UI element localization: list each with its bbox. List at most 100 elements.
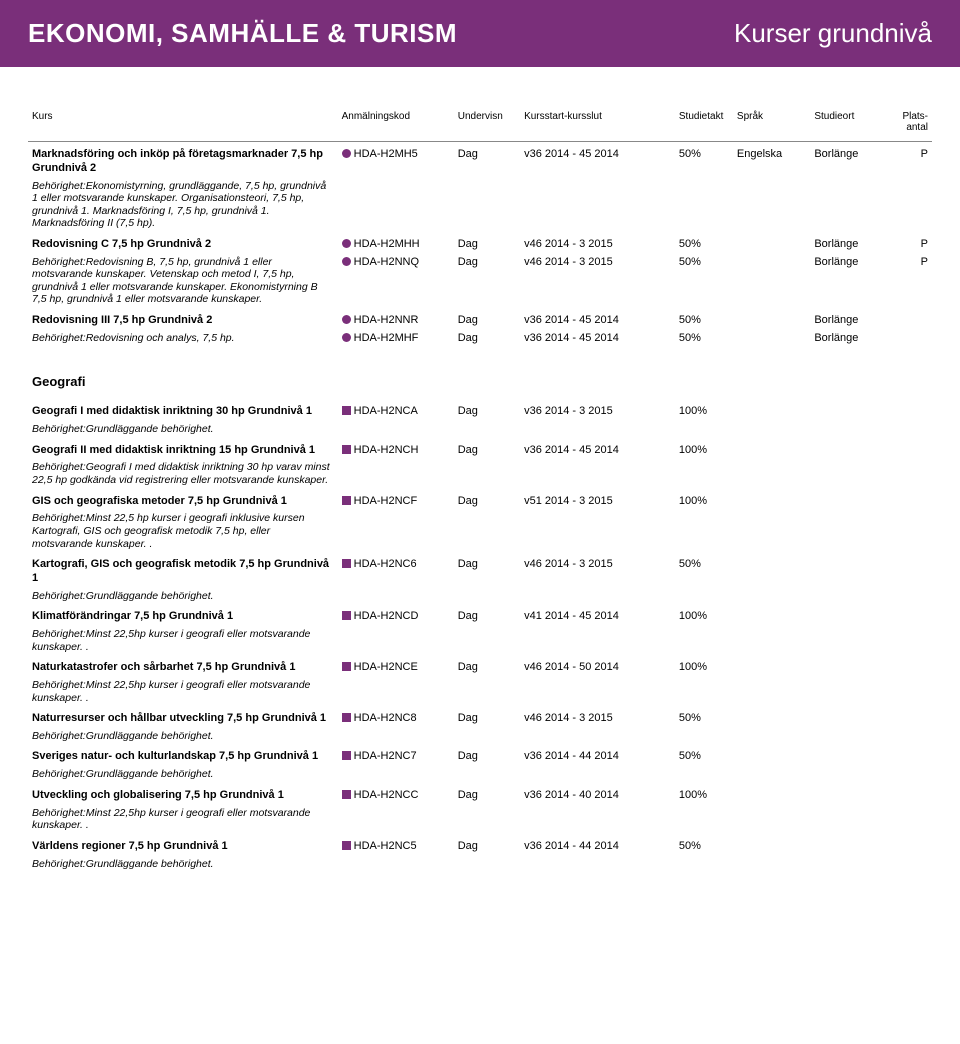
course-title: Naturkatastrofer och sårbarhet 7,5 hp Gr… [32,661,334,675]
table-row: Sveriges natur- och kulturlandskap 7,5 h… [28,744,932,766]
table-row: Behörighet:Minst 22,5 hp kurser i geogra… [28,510,932,552]
cell-plats [888,744,932,766]
cell-takt: 50% [675,552,733,588]
course-code: HDA-H2NCE [354,661,418,673]
cell-sprak [733,834,810,856]
cell-sprak [733,232,810,254]
table-row: Redovisning III 7,5 hp Grundnivå 2HDA-H2… [28,308,932,330]
course-title: Klimatförändringar 7,5 hp Grundnivå 1 [32,610,334,624]
cell-ort: Borlänge [810,254,887,308]
section-heading-row: Geografi [28,346,932,399]
cell-sprak [733,744,810,766]
cell-sprak [733,308,810,330]
col-kurs: Kurs [28,107,338,142]
cell-sprak [733,254,810,308]
cell-undervisn: Dag [454,232,520,254]
course-code: HDA-H2NC6 [354,558,417,570]
course-desc: Behörighet:Redovisning och analys, 7,5 h… [32,332,334,345]
col-plats: Plats- antal [888,107,932,142]
table-row: Världens regioner 7,5 hp Grundnivå 1HDA-… [28,834,932,856]
cell-ort: Borlänge [810,330,887,347]
cell-undervisn: Dag [454,489,520,511]
course-desc: Behörighet:Redovisning B, 7,5 hp, grundn… [32,256,334,306]
table-row: Behörighet:Grundläggande behörighet. [28,421,932,438]
cell-period: v36 2014 - 45 2014 [520,142,675,178]
table-row: Behörighet:Redovisning och analys, 7,5 h… [28,330,932,347]
cell-plats [888,399,932,421]
cell-plats [888,552,932,588]
marker-icon [342,239,351,248]
cell-ort [810,834,887,856]
table-row: Behörighet:Minst 22,5hp kurser i geograf… [28,805,932,834]
course-title: GIS och geografiska metoder 7,5 hp Grund… [32,495,334,509]
course-desc: Behörighet:Minst 22,5hp kurser i geograf… [32,807,334,832]
table-row: Behörighet:Grundläggande behörighet. [28,766,932,783]
cell-period: v36 2014 - 44 2014 [520,744,675,766]
cell-undervisn: Dag [454,308,520,330]
page-header: EKONOMI, SAMHÄLLE & TURISM Kurser grundn… [0,0,960,67]
marker-icon [342,713,351,722]
cell-period: v46 2014 - 3 2015 [520,552,675,588]
marker-icon [342,662,351,671]
col-sprak: Språk [733,107,810,142]
cell-ort [810,552,887,588]
table-row: Marknadsföring och inköp på företagsmark… [28,142,932,178]
cell-undervisn: Dag [454,254,520,308]
cell-period: v36 2014 - 45 2014 [520,330,675,347]
course-title: Geografi I med didaktisk inriktning 30 h… [32,405,334,419]
marker-icon [342,445,351,454]
course-title: Redovisning III 7,5 hp Grundnivå 2 [32,314,334,328]
marker-icon [342,751,351,760]
cell-period: v36 2014 - 44 2014 [520,834,675,856]
cell-ort: Borlänge [810,308,887,330]
cell-ort [810,399,887,421]
content-area: Kurs Anmälningskod Undervisn Kursstart-k… [0,67,960,892]
table-body: Marknadsföring och inköp på företagsmark… [28,142,932,873]
cell-sprak [733,489,810,511]
course-code: HDA-H2NC7 [354,750,417,762]
course-desc: Behörighet:Grundläggande behörighet. [32,423,334,436]
course-desc: Behörighet:Geografi I med didaktisk inri… [32,461,334,486]
course-code: HDA-H2MH5 [354,148,418,160]
col-period: Kursstart-kursslut [520,107,675,142]
course-code: HDA-H2NNQ [354,256,419,268]
table-row: Geografi II med didaktisk inriktning 15 … [28,438,932,460]
cell-ort [810,655,887,677]
col-code: Anmälningskod [338,107,454,142]
course-code: HDA-H2NCF [354,495,418,507]
cell-plats [888,489,932,511]
cell-plats [888,834,932,856]
course-desc: Behörighet:Ekonomistyrning, grundläggand… [32,180,334,230]
cell-period: v41 2014 - 45 2014 [520,604,675,626]
course-desc: Behörighet:Grundläggande behörighet. [32,590,334,603]
cell-period: v46 2014 - 50 2014 [520,655,675,677]
col-takt: Studietakt [675,107,733,142]
table-row: Klimatförändringar 7,5 hp Grundnivå 1HDA… [28,604,932,626]
cell-ort: Borlänge [810,142,887,178]
cell-ort [810,604,887,626]
course-title: Naturresurser och hållbar utveckling 7,5… [32,712,334,726]
cell-ort [810,438,887,460]
cell-undervisn: Dag [454,604,520,626]
marker-icon [342,315,351,324]
cell-takt: 50% [675,142,733,178]
cell-period: v46 2014 - 3 2015 [520,254,675,308]
cell-plats [888,308,932,330]
cell-period: v36 2014 - 45 2014 [520,438,675,460]
cell-undervisn: Dag [454,438,520,460]
table-row: Behörighet:Minst 22,5hp kurser i geograf… [28,677,932,706]
course-title: Marknadsföring och inköp på företagsmark… [32,148,334,176]
cell-ort [810,783,887,805]
cell-takt: 50% [675,330,733,347]
course-code: HDA-H2NCC [354,789,419,801]
cell-ort [810,706,887,728]
cell-sprak [733,655,810,677]
table-row: Behörighet:Grundläggande behörighet. [28,728,932,745]
cell-period: v46 2014 - 3 2015 [520,706,675,728]
cell-ort: Borlänge [810,232,887,254]
cell-takt: 100% [675,438,733,460]
cell-sprak: Engelska [733,142,810,178]
col-undervisn: Undervisn [454,107,520,142]
cell-takt: 100% [675,399,733,421]
cell-takt: 50% [675,308,733,330]
